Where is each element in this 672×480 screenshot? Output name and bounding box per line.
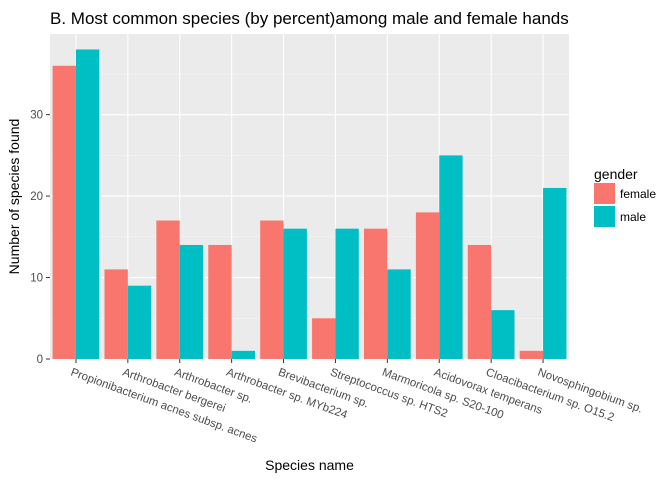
bar-male [179, 244, 204, 359]
bar-male [127, 285, 152, 359]
bar-female [312, 318, 336, 359]
legend: gender female male [594, 166, 656, 227]
y-axis: 0 10 20 30 [30, 110, 50, 366]
bar-female [363, 228, 388, 359]
x-axis-title: Species name [265, 457, 354, 473]
bar-male [231, 350, 256, 359]
legend-title: gender [594, 166, 638, 182]
bar-male [283, 228, 307, 359]
bar-male [439, 155, 463, 359]
bar-male [491, 310, 515, 359]
bar-male [543, 187, 567, 359]
legend-key-female [594, 183, 615, 204]
y-axis-title: Number of species found [6, 119, 22, 275]
bar-female [208, 244, 232, 359]
bar-female [415, 212, 440, 359]
bar-female [52, 65, 76, 360]
bar-female [260, 220, 284, 359]
bar-female [467, 244, 492, 359]
y-tick-label: 10 [30, 273, 43, 285]
bar-male [75, 49, 100, 359]
bar-female [156, 220, 180, 359]
bar-male [335, 228, 359, 359]
bar-male [387, 269, 411, 359]
chart-title: B. Most common species (by percent)among… [50, 9, 569, 28]
y-tick-label: 20 [30, 191, 43, 203]
legend-label-female: female [620, 187, 656, 201]
legend-key-male [594, 206, 615, 227]
bars [52, 49, 567, 360]
bar-female [104, 269, 128, 359]
y-tick-label: 0 [37, 354, 43, 366]
legend-label-male: male [620, 210, 646, 224]
bar-female [519, 350, 544, 359]
y-tick-label: 30 [30, 110, 43, 122]
